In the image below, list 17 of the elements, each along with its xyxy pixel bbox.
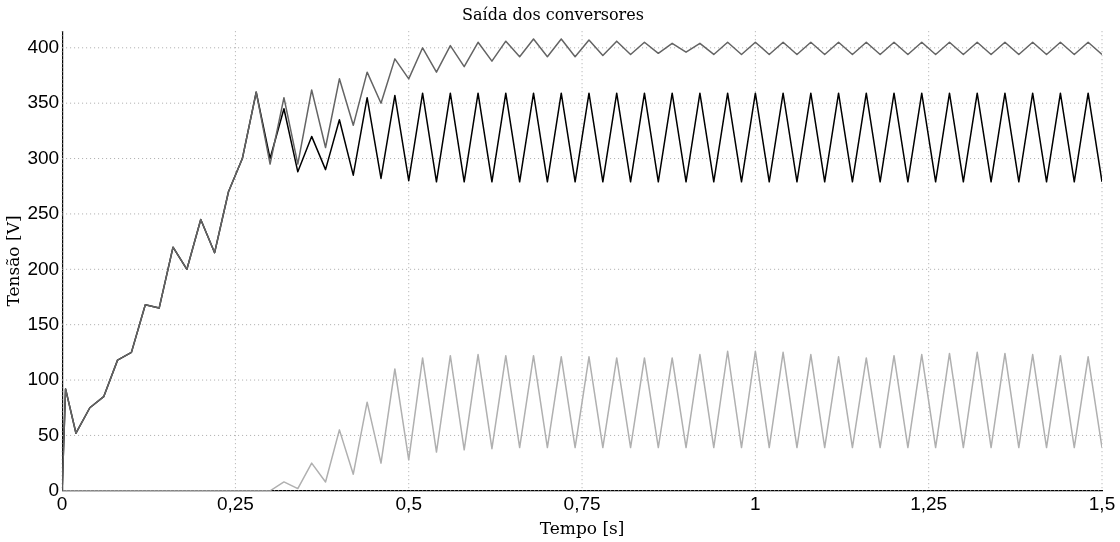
y-axis-title: Tensão [V]: [2, 215, 23, 307]
x-tick-label: 0,75: [563, 493, 601, 515]
x-axis-title: Tempo [s]: [539, 518, 625, 539]
y-tick-label: 200: [27, 257, 60, 279]
chart-title: Saída dos conversores: [462, 4, 644, 24]
y-tick-label: 300: [27, 146, 60, 168]
x-tick-label: 0,25: [216, 493, 254, 515]
y-tick-label: 50: [37, 423, 60, 445]
y-tick-label: 150: [27, 312, 60, 334]
y-tick-label: 250: [27, 202, 60, 224]
x-tick-label: 1,5: [1088, 493, 1116, 515]
x-tick-label: 1,25: [910, 493, 948, 515]
y-tick-label: 400: [27, 36, 60, 58]
y-tick-label: 350: [27, 91, 60, 113]
y-tick-label: 100: [27, 368, 60, 390]
x-tick-label: 0,5: [395, 493, 422, 515]
x-tick-label: 1: [750, 493, 761, 515]
